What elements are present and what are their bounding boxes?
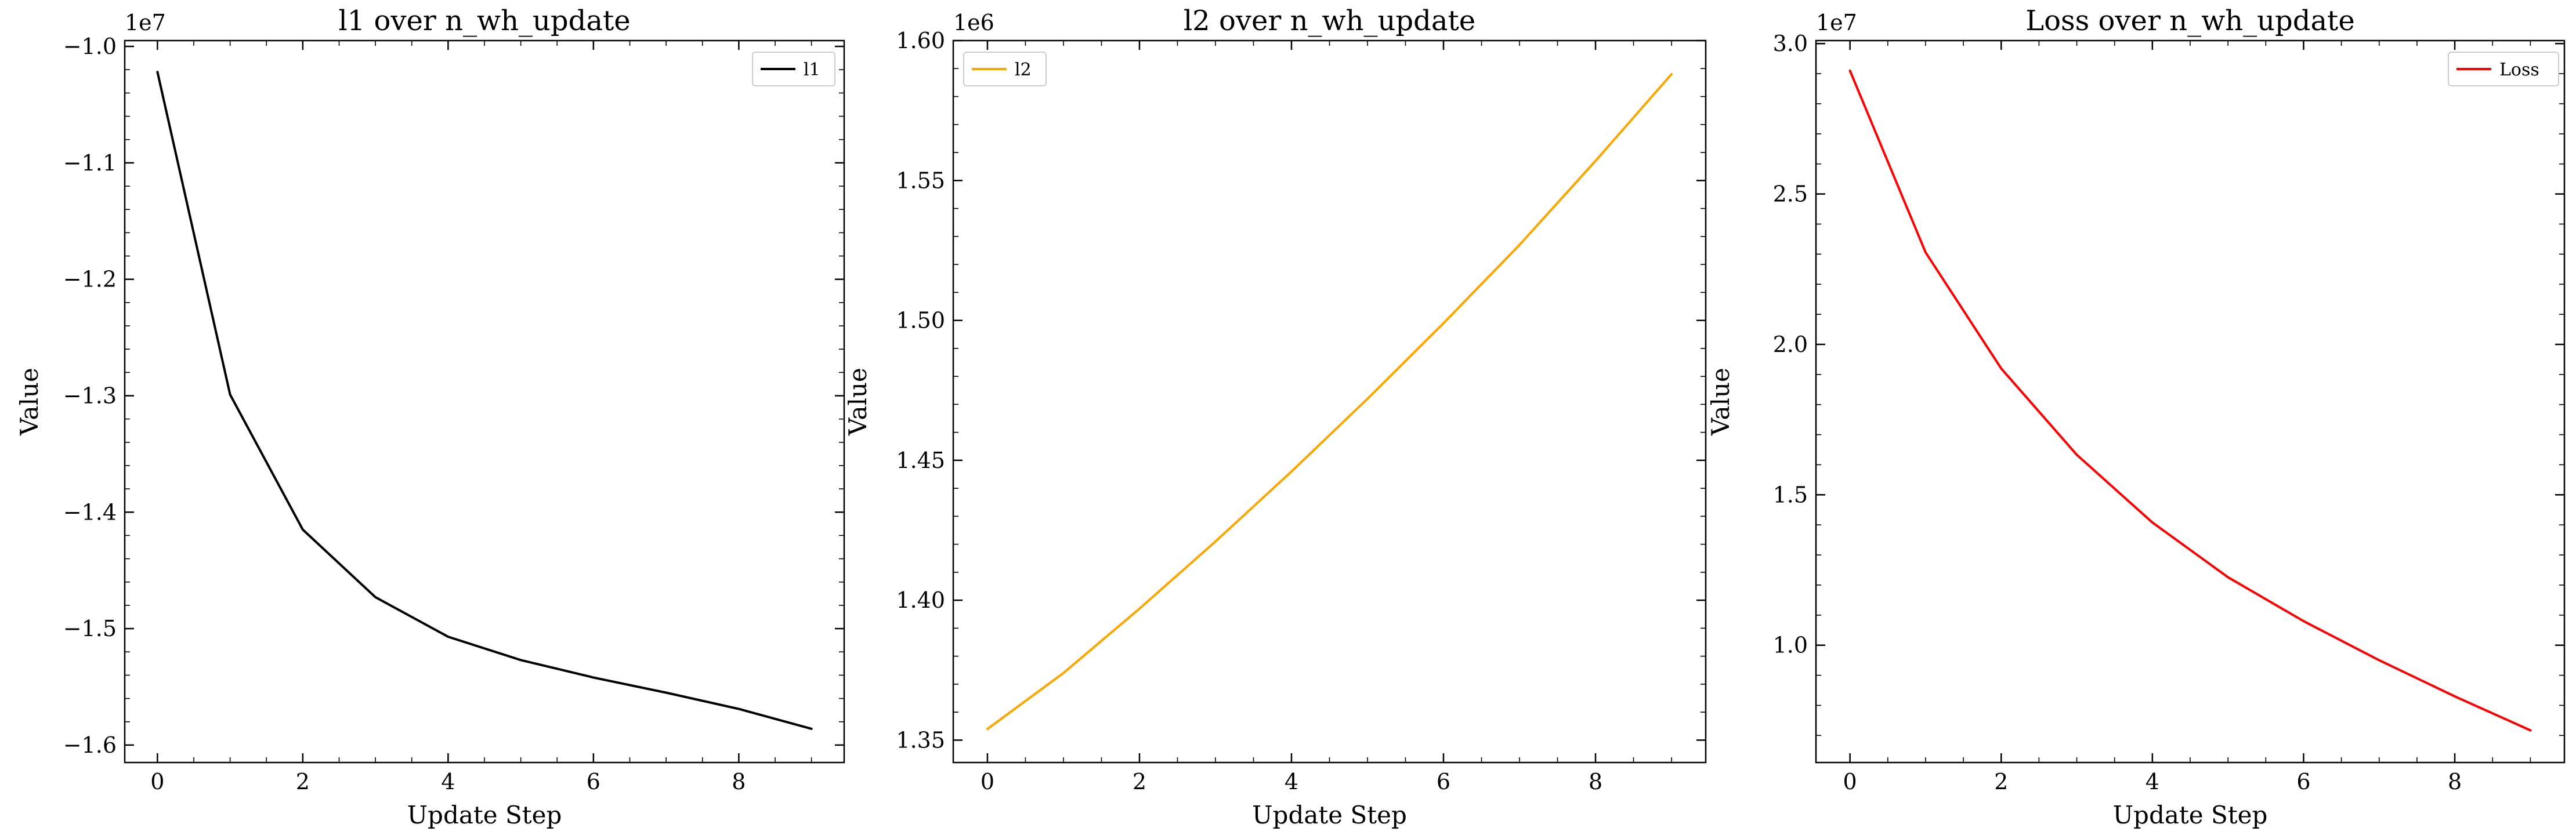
legend: Loss (2448, 52, 2559, 86)
x-tick-label: 0 (1843, 769, 1857, 794)
chart-l2: l2 over n_wh_update 0 2 4 6 8 1.35 1.40 1.45 1.50… (844, 5, 1707, 829)
y-tick-label: 2.5 (1773, 181, 1808, 207)
x-tick-label: 0 (981, 769, 994, 794)
y-tick-label: −1.0 (63, 34, 117, 59)
y-tick-label: −1.6 (63, 732, 117, 758)
legend-box (2448, 52, 2559, 86)
y-tick-label: 3.0 (1773, 31, 1808, 56)
x-tick-label: 6 (2296, 769, 2310, 794)
y-axis-label: Value (1706, 368, 1735, 436)
legend-label: Loss (2499, 60, 2539, 80)
x-axis-label: Update Step (1252, 801, 1407, 829)
y-tick-label: 1.5 (1773, 482, 1808, 507)
series-line-l1 (156, 71, 813, 730)
y-axis-label: Value (15, 368, 44, 436)
x-axis-label: Update Step (2113, 801, 2268, 829)
x-tick-label: 6 (1437, 769, 1450, 794)
series-line-l2 (986, 72, 1673, 731)
chart-l1: l1 over n_wh_update 0 2 4 6 8 −1.0 −1.1 −1.2 −1.3… (15, 5, 845, 829)
chart-title: Loss over n_wh_update (2025, 5, 2355, 37)
y-tick-label: 1.45 (896, 448, 945, 473)
y-tick-label: −1.2 (63, 267, 117, 292)
plot-frame (1815, 39, 2566, 764)
x-tick-label: 2 (1994, 769, 2008, 794)
y-tick-label: 1.40 (896, 587, 945, 613)
y-axis-label: Value (844, 368, 872, 436)
x-tick-label: 8 (2448, 769, 2462, 794)
x-axis-label: Update Step (407, 801, 562, 829)
chart-title: l2 over n_wh_update (1184, 5, 1475, 37)
y-tick-label: −1.1 (63, 150, 117, 176)
x-tick-label: 8 (732, 769, 746, 794)
legend-label: l2 (1015, 60, 1032, 80)
y-tick-label: 1.0 (1773, 633, 1808, 658)
legend: l1 (752, 52, 835, 86)
chart-loss: Loss over n_wh_update 0 2 4 6 8 1.0 1.5 2.0 2.5 3.… (1706, 5, 2566, 829)
x-tick-label: 4 (1285, 769, 1298, 794)
y-tick-label: 1.50 (896, 308, 945, 333)
legend: l2 (963, 52, 1047, 86)
y-offset-label: 1e7 (125, 10, 166, 35)
x-tick-label: 2 (1133, 769, 1146, 794)
y-tick-label: −1.4 (63, 499, 117, 525)
x-tick-label: 6 (587, 769, 600, 794)
legend-label: l1 (804, 60, 820, 80)
y-offset-label: 1e6 (953, 10, 994, 35)
x-tick-label: 8 (1589, 769, 1602, 794)
chart-title: l1 over n_wh_update (338, 5, 630, 37)
y-tick-label: 1.60 (896, 28, 945, 53)
x-tick-label: 2 (296, 769, 310, 794)
y-tick-label: 2.0 (1773, 332, 1808, 357)
y-tick-label: 1.55 (896, 168, 945, 193)
y-tick-label: 1.35 (896, 727, 945, 753)
plot-frame (952, 39, 1707, 764)
y-offset-label: 1e7 (1816, 10, 1857, 35)
y-tick-label: −1.3 (63, 383, 117, 408)
x-tick-label: 4 (2146, 769, 2159, 794)
series-line-loss (1848, 69, 2532, 732)
y-tick-label: −1.5 (63, 616, 117, 641)
x-tick-label: 0 (150, 769, 164, 794)
x-tick-label: 4 (441, 769, 455, 794)
